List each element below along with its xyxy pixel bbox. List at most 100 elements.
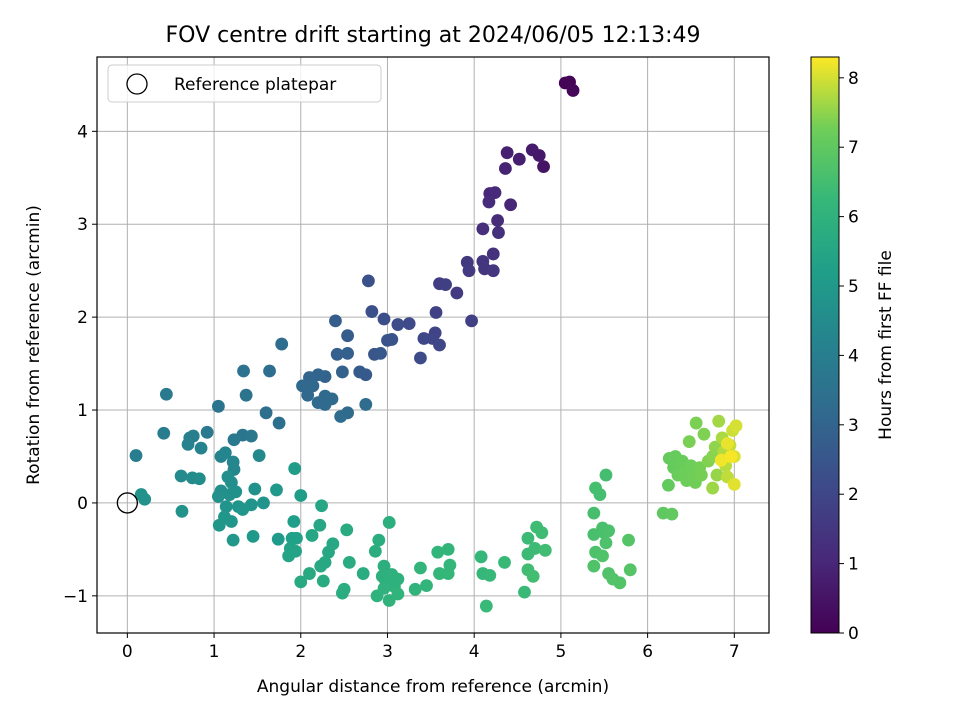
data-point xyxy=(414,351,427,365)
data-point xyxy=(316,574,330,588)
data-point xyxy=(315,499,328,513)
data-point xyxy=(694,468,708,482)
data-point xyxy=(429,306,443,319)
colorbar-tick-label: 2 xyxy=(848,485,859,505)
data-point xyxy=(498,555,511,569)
data-point xyxy=(525,143,539,157)
x-tick-label: 5 xyxy=(555,642,566,662)
legend-box xyxy=(107,64,382,103)
data-point xyxy=(414,561,427,575)
colorbar-tick-label: 1 xyxy=(848,555,859,575)
data-point xyxy=(294,575,308,589)
data-point xyxy=(596,549,609,563)
data-point xyxy=(138,492,152,506)
data-point xyxy=(526,569,540,583)
data-point xyxy=(710,468,724,482)
data-point xyxy=(518,585,531,599)
y-axis-label: Rotation from reference (arcmin) xyxy=(24,205,44,485)
data-point xyxy=(294,489,308,502)
data-point xyxy=(385,333,399,346)
data-point xyxy=(593,488,607,501)
data-point xyxy=(462,264,476,278)
data-point xyxy=(226,533,240,547)
data-point xyxy=(488,186,502,200)
data-point xyxy=(727,477,741,491)
data-point xyxy=(334,410,348,423)
data-point xyxy=(537,160,550,174)
data-point xyxy=(382,516,396,529)
data-point xyxy=(486,247,500,261)
data-point xyxy=(613,576,627,590)
data-point xyxy=(512,152,526,166)
chart-title: FOV centre drift starting at 2024/06/05 … xyxy=(166,23,701,48)
data-point xyxy=(365,305,379,318)
data-point xyxy=(272,416,286,430)
data-point xyxy=(306,379,320,393)
colorbar-tick-label: 0 xyxy=(848,624,859,644)
data-point xyxy=(342,555,356,569)
legend: Reference platepar xyxy=(107,64,382,103)
data-point xyxy=(535,526,549,540)
data-point xyxy=(729,419,743,433)
data-point xyxy=(353,365,367,379)
data-point xyxy=(157,426,171,440)
data-point xyxy=(246,529,260,543)
legend-marker-reference xyxy=(126,73,148,95)
data-point xyxy=(372,533,386,547)
data-point xyxy=(252,449,266,462)
data-point xyxy=(665,507,679,521)
grid-lines xyxy=(97,57,769,633)
data-point xyxy=(662,478,675,492)
data-point xyxy=(417,332,431,345)
data-point xyxy=(290,531,303,545)
data-point xyxy=(441,567,455,580)
data-point xyxy=(377,312,391,326)
x-tick-label: 0 xyxy=(122,642,133,662)
x-tick-label: 6 xyxy=(642,642,653,662)
data-point xyxy=(431,545,445,559)
colorbar-tick-label: 8 xyxy=(848,69,859,89)
x-axis-ticks: 0 1 2 3 4 5 6 7 xyxy=(122,633,740,662)
data-point xyxy=(521,531,535,545)
data-point xyxy=(330,347,344,361)
data-point xyxy=(482,195,496,209)
data-point xyxy=(237,364,250,378)
data-points xyxy=(116,75,743,613)
reference-platepar-marker xyxy=(116,492,138,514)
colorbar-tick-label: 6 xyxy=(848,208,859,228)
data-point xyxy=(599,536,613,550)
data-point xyxy=(288,462,302,475)
data-point xyxy=(227,433,241,447)
data-point xyxy=(362,274,375,288)
legend-entry-reference: Reference platepar xyxy=(174,75,336,95)
data-point xyxy=(174,469,188,483)
y-tick-label: 4 xyxy=(77,122,88,142)
colorbar-tick-label: 5 xyxy=(848,277,859,297)
data-point xyxy=(486,264,500,278)
data-point xyxy=(275,337,289,351)
data-point xyxy=(479,599,493,613)
data-point xyxy=(329,314,342,328)
data-point xyxy=(239,388,253,402)
x-tick-label: 1 xyxy=(209,642,220,662)
data-point xyxy=(175,504,189,518)
data-point xyxy=(697,427,711,441)
data-point xyxy=(218,446,232,460)
data-point xyxy=(623,563,637,577)
y-tick-label: 0 xyxy=(77,494,88,514)
data-point xyxy=(391,318,405,331)
data-point xyxy=(402,317,416,331)
data-point xyxy=(248,482,262,496)
data-point xyxy=(439,278,452,292)
data-point xyxy=(491,214,504,227)
data-point xyxy=(211,399,225,413)
data-point xyxy=(340,523,354,537)
colorbar-tick-label: 4 xyxy=(848,346,859,366)
data-point xyxy=(270,483,283,497)
colorbar-gradient xyxy=(810,56,840,634)
data-point xyxy=(335,365,349,379)
colorbar-tick-label: 7 xyxy=(848,138,859,158)
data-point xyxy=(504,198,518,212)
y-tick-label: 2 xyxy=(77,308,88,328)
